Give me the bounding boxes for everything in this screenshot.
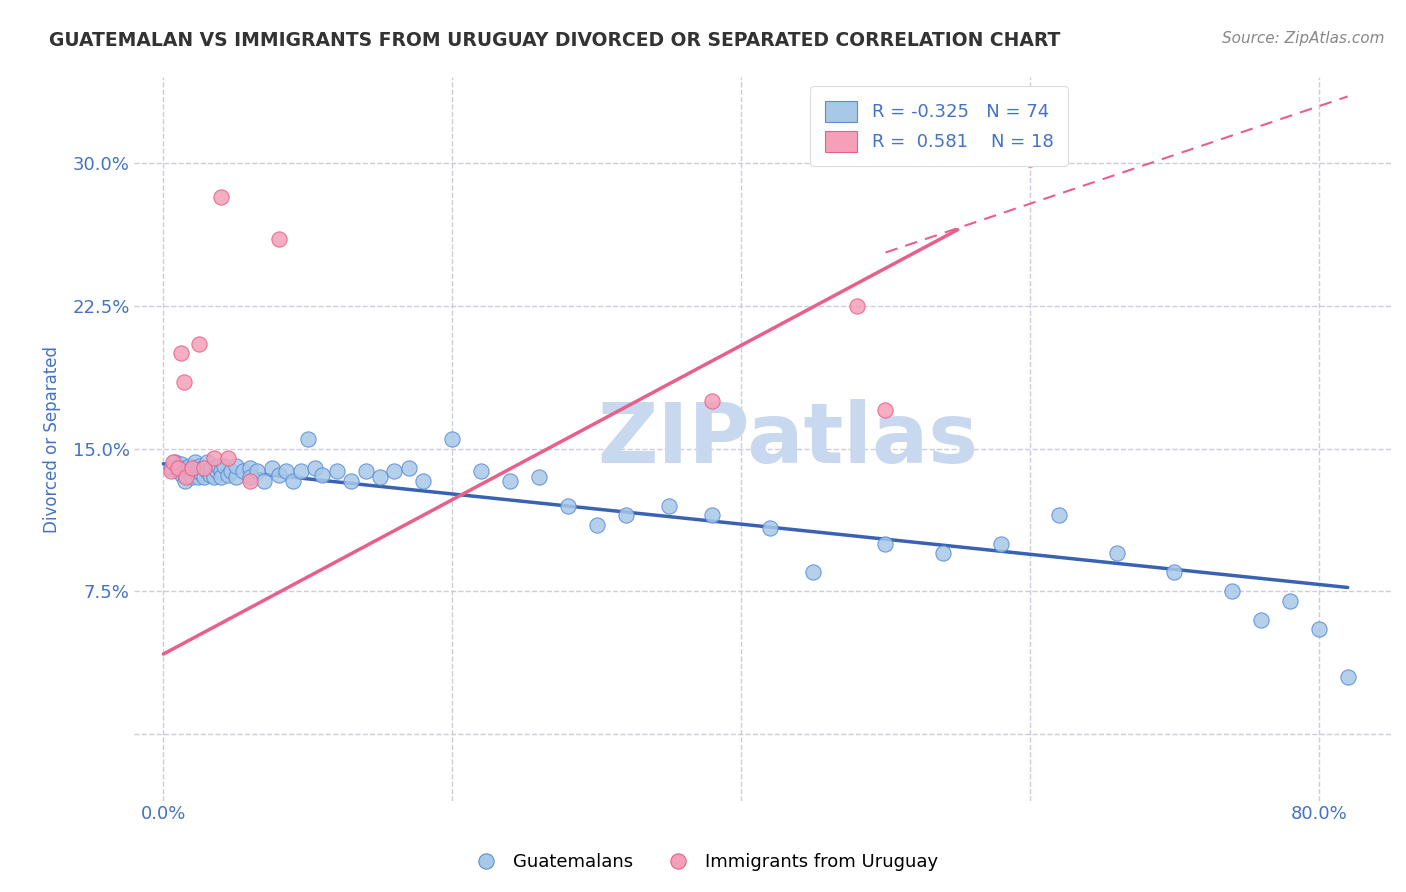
Point: [470, 464, 492, 478]
Point: [163, 455, 186, 469]
Point: [759, 521, 782, 535]
Point: [354, 464, 377, 478]
Text: Source: ZipAtlas.com: Source: ZipAtlas.com: [1222, 31, 1385, 46]
Point: [205, 464, 228, 478]
Point: [166, 460, 188, 475]
Point: [614, 508, 637, 523]
Point: [557, 499, 579, 513]
Point: [188, 337, 211, 351]
Point: [304, 460, 326, 475]
Legend: R = -0.325   N = 74, R =  0.581    N = 18: R = -0.325 N = 74, R = 0.581 N = 18: [810, 87, 1067, 166]
Point: [195, 455, 218, 469]
Point: [174, 460, 197, 475]
Point: [188, 458, 211, 473]
Point: [441, 432, 464, 446]
Y-axis label: Divorced or Separated: Divorced or Separated: [44, 345, 60, 533]
Point: [225, 458, 247, 473]
Point: [1250, 613, 1272, 627]
Point: [195, 464, 218, 478]
Point: [193, 470, 215, 484]
Point: [1163, 566, 1185, 580]
Point: [384, 464, 406, 478]
Point: [181, 460, 204, 475]
Point: [499, 474, 522, 488]
Point: [159, 460, 181, 475]
Point: [173, 375, 195, 389]
Point: [209, 190, 232, 204]
Point: [290, 464, 312, 478]
Point: [340, 474, 363, 488]
Point: [202, 470, 225, 484]
Point: [875, 403, 897, 417]
Point: [191, 460, 214, 475]
Point: [801, 566, 824, 580]
Point: [1308, 623, 1330, 637]
Point: [239, 474, 262, 488]
Point: [527, 470, 550, 484]
Point: [246, 464, 269, 478]
Point: [845, 299, 868, 313]
Point: [166, 464, 188, 478]
Legend: Guatemalans, Immigrants from Uruguay: Guatemalans, Immigrants from Uruguay: [461, 847, 945, 879]
Point: [1337, 670, 1360, 684]
Point: [267, 232, 290, 246]
Point: [932, 546, 955, 560]
Point: [260, 460, 283, 475]
Point: [174, 474, 197, 488]
Point: [162, 455, 184, 469]
Point: [398, 460, 420, 475]
Point: [658, 499, 681, 513]
Point: [177, 464, 200, 478]
Point: [202, 451, 225, 466]
Point: [311, 468, 333, 483]
Point: [225, 470, 247, 484]
Point: [267, 468, 290, 483]
Point: [207, 458, 229, 473]
Point: [239, 470, 262, 484]
Point: [990, 537, 1012, 551]
Point: [176, 470, 198, 484]
Point: [702, 394, 724, 409]
Point: [368, 470, 391, 484]
Point: [159, 464, 181, 478]
Point: [412, 474, 434, 488]
Point: [325, 464, 347, 478]
Point: [172, 468, 194, 483]
Point: [179, 458, 201, 473]
Point: [181, 470, 204, 484]
Point: [212, 458, 235, 473]
Text: ZIPatlas: ZIPatlas: [598, 399, 979, 480]
Point: [170, 457, 193, 471]
Point: [702, 508, 724, 523]
Point: [209, 470, 232, 484]
Point: [217, 468, 239, 483]
Point: [232, 464, 254, 478]
Point: [186, 464, 208, 478]
Point: [181, 460, 204, 475]
Point: [184, 455, 207, 469]
Point: [217, 451, 239, 466]
Text: GUATEMALAN VS IMMIGRANTS FROM URUGUAY DIVORCED OR SEPARATED CORRELATION CHART: GUATEMALAN VS IMMIGRANTS FROM URUGUAY DI…: [49, 31, 1060, 50]
Point: [875, 537, 897, 551]
Point: [239, 460, 262, 475]
Point: [170, 346, 193, 360]
Point: [187, 470, 209, 484]
Point: [1278, 594, 1301, 608]
Point: [200, 460, 222, 475]
Point: [1019, 153, 1042, 167]
Point: [253, 474, 276, 488]
Point: [283, 474, 305, 488]
Point: [219, 464, 242, 478]
Point: [274, 464, 297, 478]
Point: [1105, 546, 1128, 560]
Point: [297, 432, 319, 446]
Point: [209, 464, 232, 478]
Point: [190, 467, 212, 481]
Point: [1047, 508, 1070, 523]
Point: [585, 517, 607, 532]
Point: [1220, 584, 1243, 599]
Point: [193, 460, 215, 475]
Point: [198, 468, 221, 483]
